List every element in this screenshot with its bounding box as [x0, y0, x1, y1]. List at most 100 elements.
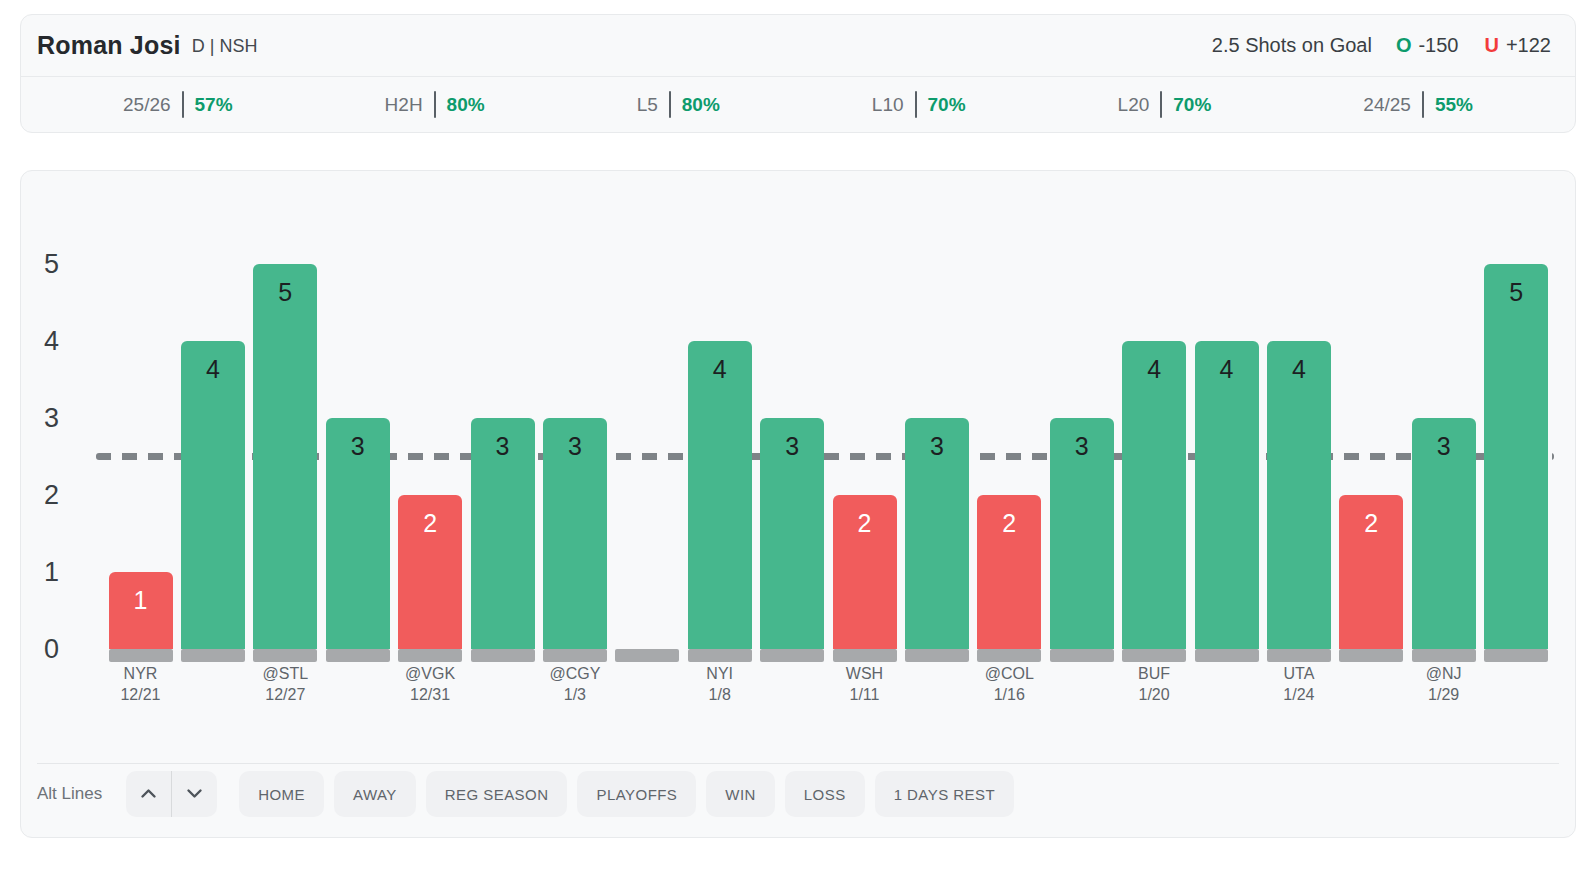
over-odds: -150 — [1418, 34, 1458, 57]
stat-item-l10: L10 70% — [872, 91, 966, 118]
alt-line-down-button[interactable] — [172, 771, 217, 817]
bar-base — [1195, 649, 1259, 662]
x-axis-label: @COL 1/16 — [957, 663, 1061, 705]
prop-line-label: 2.5 Shots on Goal — [1212, 34, 1372, 57]
stat-item-l20: L20 70% — [1118, 91, 1212, 118]
player-position-team: D | NSH — [192, 34, 258, 57]
stat-divider — [1422, 91, 1424, 118]
alt-lines-stepper — [126, 771, 217, 817]
filter-buttons-group: HOMEAWAYREG SEASONPLAYOFFSWINLOSS1 DAYS … — [239, 771, 1024, 817]
bar-base — [833, 649, 897, 662]
stat-value: 55% — [1435, 94, 1473, 116]
stat-divider — [1160, 91, 1162, 118]
filter-button-reg-season[interactable]: REG SEASON — [426, 771, 568, 817]
filter-button-win[interactable]: WIN — [706, 771, 775, 817]
alt-line-up-button[interactable] — [126, 771, 171, 817]
stat-item-l5: L5 80% — [637, 91, 720, 118]
stat-label: L10 — [872, 94, 904, 116]
bar-base — [1412, 649, 1476, 662]
chevron-down-icon — [186, 787, 203, 802]
y-axis-tick-4: 4 — [21, 325, 59, 357]
chart-bar: 3 — [905, 418, 969, 649]
bar-base — [1339, 649, 1403, 662]
bar-base — [1267, 649, 1331, 662]
under-indicator: U — [1484, 34, 1498, 57]
bar-base — [1050, 649, 1114, 662]
stat-value: 57% — [195, 94, 233, 116]
bar-value-label: 3 — [905, 432, 969, 461]
chart-card: 0123451NYR 12/2145@STL 12/2732@VGK 12/31… — [20, 170, 1576, 838]
bar-value-label: 2 — [1339, 509, 1403, 538]
y-axis-tick-1: 1 — [21, 556, 59, 588]
bar-value-label: 3 — [1050, 432, 1114, 461]
bar-base — [688, 649, 752, 662]
chart-bar: 4 — [1122, 341, 1186, 649]
chart-bar: 5 — [253, 264, 317, 649]
stat-value: 70% — [928, 94, 966, 116]
y-axis-tick-0: 0 — [21, 633, 59, 665]
filter-button-loss[interactable]: LOSS — [785, 771, 865, 817]
bar-base — [905, 649, 969, 662]
x-axis-label: UTA 1/24 — [1247, 663, 1351, 705]
stat-label: 25/26 — [123, 94, 171, 116]
bar-base — [181, 649, 245, 662]
player-header-card: Roman Josi D | NSH 2.5 Shots on Goal O -… — [20, 14, 1576, 133]
bar-base — [1484, 649, 1548, 662]
bar-value-label: 1 — [109, 586, 173, 615]
stat-divider — [182, 91, 184, 118]
stat-label: H2H — [385, 94, 423, 116]
chart-bar: 5 — [1484, 264, 1548, 649]
bar-value-label: 5 — [1484, 278, 1548, 307]
under-odds: +122 — [1506, 34, 1551, 57]
bar-value-label: 3 — [760, 432, 824, 461]
stat-label: L5 — [637, 94, 658, 116]
chart-bar: 3 — [1412, 418, 1476, 649]
player-prop-row: Roman Josi D | NSH 2.5 Shots on Goal O -… — [21, 15, 1575, 77]
filter-button-playoffs[interactable]: PLAYOFFS — [577, 771, 696, 817]
bar-base — [109, 649, 173, 662]
y-axis-tick-5: 5 — [21, 248, 59, 280]
bar-base — [615, 649, 679, 662]
over-indicator: O — [1396, 34, 1412, 57]
bar-base — [977, 649, 1041, 662]
bar-value-label: 4 — [181, 355, 245, 384]
bar-base — [471, 649, 535, 662]
chart-bar: 4 — [181, 341, 245, 649]
bar-value-label: 2 — [833, 509, 897, 538]
x-axis-label: NYI 1/8 — [668, 663, 772, 705]
stat-value: 80% — [447, 94, 485, 116]
bar-value-label: 4 — [688, 355, 752, 384]
chart-bar: 4 — [1267, 341, 1331, 649]
bar-base — [253, 649, 317, 662]
chart-bar: 2 — [833, 495, 897, 649]
bar-value-label: 4 — [1267, 355, 1331, 384]
stat-value: 70% — [1173, 94, 1211, 116]
x-axis-label: @CGY 1/3 — [523, 663, 627, 705]
bar-base — [398, 649, 462, 662]
x-axis-label: @NJ 1/29 — [1392, 663, 1496, 705]
filter-button-1-days-rest[interactable]: 1 DAYS REST — [875, 771, 1014, 817]
stat-value: 80% — [682, 94, 720, 116]
filter-button-away[interactable]: AWAY — [334, 771, 416, 817]
y-axis-tick-3: 3 — [21, 402, 59, 434]
stat-item-24-25: 24/25 55% — [1363, 91, 1473, 118]
chart-bar: 4 — [688, 341, 752, 649]
chart-bar: 3 — [326, 418, 390, 649]
stat-item-h2h: H2H 80% — [385, 91, 485, 118]
bar-value-label: 2 — [977, 509, 1041, 538]
bar-value-label: 3 — [543, 432, 607, 461]
y-axis-tick-2: 2 — [21, 479, 59, 511]
stat-divider — [915, 91, 917, 118]
bar-value-label: 5 — [253, 278, 317, 307]
bar-value-label: 2 — [398, 509, 462, 538]
chart-bar: 3 — [471, 418, 535, 649]
stat-label: 24/25 — [1363, 94, 1411, 116]
x-axis-label: WSH 1/11 — [813, 663, 917, 705]
chart-bar: 2 — [977, 495, 1041, 649]
player-name: Roman Josi — [37, 31, 181, 60]
filter-button-home[interactable]: HOME — [239, 771, 324, 817]
bar-value-label: 3 — [1412, 432, 1476, 461]
chart-bar: 3 — [543, 418, 607, 649]
stat-label: L20 — [1118, 94, 1150, 116]
bar-value-label: 4 — [1195, 355, 1259, 384]
